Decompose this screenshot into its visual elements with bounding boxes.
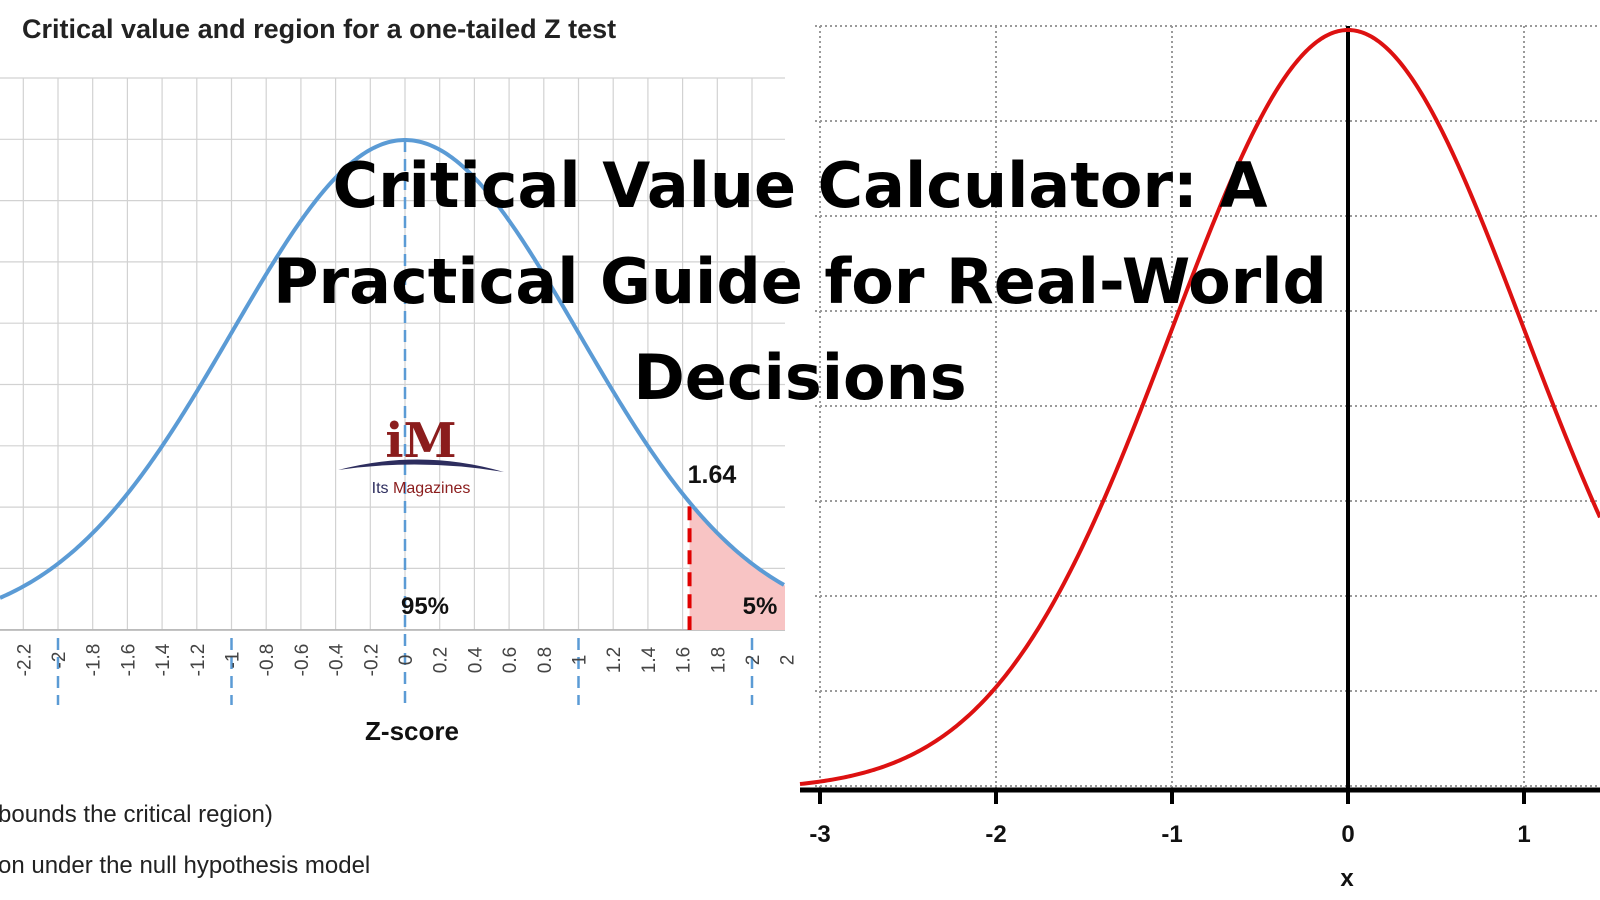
- critical-region-shading: [687, 502, 785, 630]
- right-tick-label: 0: [1341, 821, 1354, 848]
- z-tick-label: -1: [223, 652, 244, 669]
- article-title-line-1: Critical Value Calculator: A: [332, 149, 1268, 222]
- article-title-line-3: Decisions: [633, 341, 967, 414]
- z-tick-label: 1.2: [604, 647, 625, 673]
- critical-value-label: 1.64: [688, 461, 737, 489]
- z-test-gridlines: [0, 77, 785, 631]
- article-title: Critical Value Calculator: A Practical G…: [250, 138, 1350, 426]
- right-tick-labels: -3 -2 -1 0 1: [809, 821, 1530, 848]
- z-tick-label: -1.6: [118, 644, 139, 677]
- critical-region-area: [689, 502, 785, 630]
- right-tick-label: -1: [1161, 821, 1182, 848]
- z-tick-label: -2: [49, 652, 70, 669]
- right-axes: [800, 26, 1600, 804]
- right-tick-label: 1: [1517, 821, 1530, 848]
- logo-text-its: Its: [371, 480, 389, 497]
- normal-density-chart: -3 -2 -1 0 1 x: [799, 0, 1600, 900]
- z-tick-label: -0.8: [257, 644, 278, 677]
- logo-mark: iM: [385, 413, 457, 469]
- z-tick-label: 1.8: [708, 647, 729, 673]
- legend-fragment-2: on under the null hypothesis model: [0, 852, 370, 879]
- legend-fragment-1: bounds the critical region): [0, 801, 273, 828]
- z-tick-label: 1.4: [639, 646, 660, 673]
- z-tick-label: 0.4: [465, 646, 486, 673]
- z-tick-label: 0.8: [535, 647, 556, 673]
- right-tick-label: -2: [985, 821, 1006, 848]
- right-gridlines: [815, 25, 1600, 790]
- z-tick-labels: -2.2 -2 -1.8 -1.6 -1.4 -1.2 -1 -0.8 -0.6 -0.4 -0.2…: [14, 643, 798, 676]
- logo-text: Its Magazines: [336, 480, 506, 498]
- article-title-line-2: Practical Guide for Real-World: [273, 245, 1327, 318]
- z-tick-label: 2: [778, 655, 799, 666]
- z-tick-label: 0: [396, 655, 417, 666]
- right-chart-background: [800, 0, 1600, 900]
- logo-text-magazines: Magazines: [392, 480, 471, 497]
- right-density-curve: [799, 27, 1600, 787]
- z-density-curve: [0, 138, 785, 600]
- logo-swoosh-icon: [338, 459, 504, 472]
- z-tick-label: -0.2: [361, 644, 382, 677]
- annotation-95-percent: 95%: [401, 593, 449, 620]
- z-tick-label: -1.4: [153, 643, 174, 676]
- z-tick-label: 0.6: [500, 647, 521, 673]
- z-tick-label: 2: [743, 655, 764, 666]
- z-tick-label: 0.2: [431, 647, 452, 673]
- z-tick-label: 1: [570, 655, 591, 666]
- z-curve-line: [0, 138, 785, 600]
- right-tick-label: -3: [809, 821, 830, 848]
- z-dashed-markers: [56, 140, 754, 705]
- annotation-5-percent: 5%: [743, 593, 778, 620]
- z-tick-label: -1.2: [188, 644, 209, 677]
- z-tick-label: -2.2: [14, 644, 35, 677]
- z-test-chart-title: Critical value and region for a one-tail…: [22, 14, 616, 44]
- z-tick-label: -0.4: [327, 643, 348, 676]
- its-magazines-logo: iM Its Magazines: [336, 414, 506, 510]
- z-tick-label: 1.6: [674, 647, 695, 673]
- z-tick-label: -0.6: [292, 644, 313, 677]
- z-axis-label: Z-score: [365, 716, 459, 746]
- right-curve-line: [799, 27, 1600, 787]
- right-axis-label: x: [1340, 865, 1354, 892]
- z-test-chart: Critical value and region for a one-tail…: [0, 14, 799, 879]
- z-tick-label: -1.8: [84, 644, 105, 677]
